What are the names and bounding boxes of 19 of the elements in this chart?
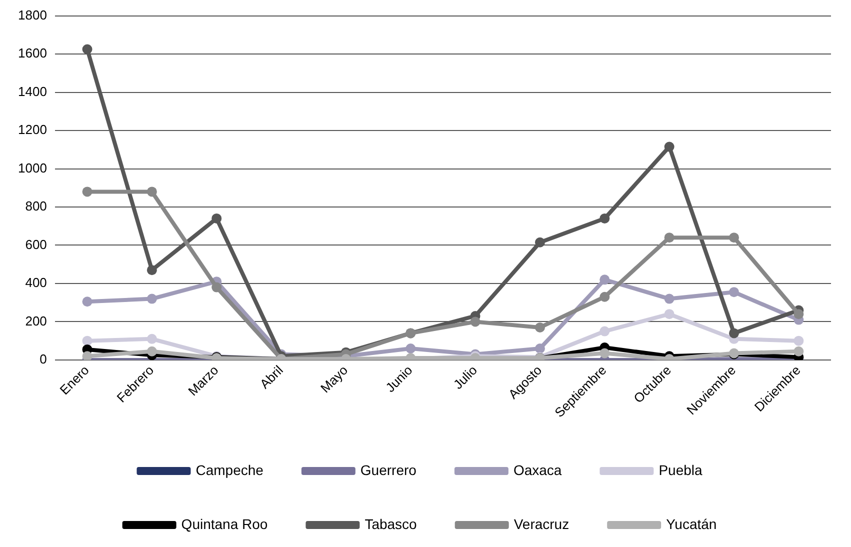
legend-label: Veracruz (514, 516, 570, 532)
y-tick-label: 0 (40, 352, 47, 367)
legend-label: Oaxaca (513, 462, 562, 478)
y-tick-label: 1800 (18, 7, 47, 22)
y-tick-label: 800 (25, 198, 47, 214)
y-tick-label: 1400 (18, 84, 47, 99)
y-tick-label: 1200 (18, 122, 47, 138)
legend-label: Puebla (658, 462, 702, 478)
legend-label: Quintana Roo (181, 516, 268, 532)
y-tick-label: 1000 (18, 160, 47, 176)
legend-label: Guerrero (360, 462, 417, 478)
y-tick-label: 400 (25, 275, 47, 290)
y-tick-label: 1600 (18, 46, 47, 61)
y-tick-label: 200 (25, 313, 47, 328)
legend-label: Yucatán (666, 516, 717, 532)
x-tick-label: Julio (450, 362, 480, 392)
legend-label: Campeche (196, 462, 264, 478)
y-tick-label: 600 (25, 236, 47, 252)
legend-label: Tabasco (364, 516, 418, 532)
